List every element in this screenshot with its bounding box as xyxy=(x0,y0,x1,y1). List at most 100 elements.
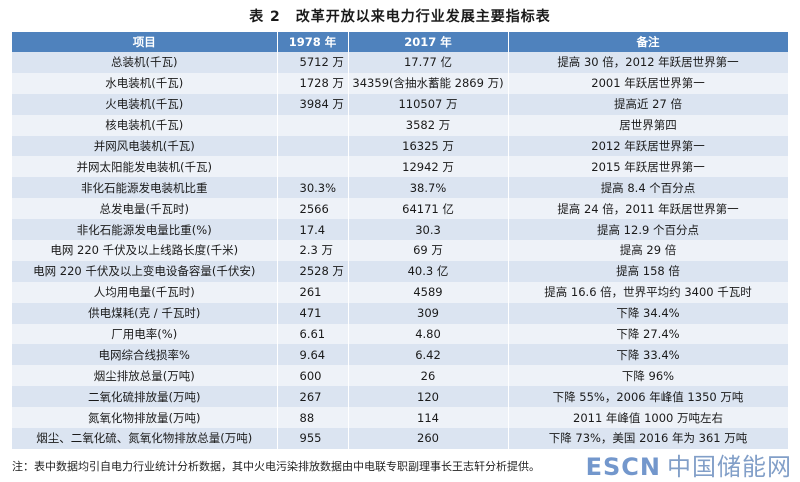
cell-y2017: 12942 万 xyxy=(348,156,509,178)
watermark-brand: ESCN xyxy=(585,453,661,481)
cell-y1978: 30.3% xyxy=(277,177,349,199)
watermark-cn: 中国储能网 xyxy=(667,453,792,481)
cell-y2017: 4589 xyxy=(348,281,509,303)
cell-y1978: 9.64 xyxy=(277,344,349,366)
cell-y1978: 267 xyxy=(277,386,349,408)
cell-y2017: 114 xyxy=(348,407,509,429)
cell-remark: 下降 33.4% xyxy=(508,344,789,366)
cell-y2017: 6.42 xyxy=(348,344,509,366)
cell-item: 核电装机(千瓦) xyxy=(12,114,278,136)
table-row: 总装机(千瓦) 5712 万 17.77 亿提高 30 倍，2012 年跃居世界第一 xyxy=(12,52,789,73)
cell-y1978: 261 xyxy=(277,281,349,303)
cell-y1978: 600 xyxy=(277,365,349,387)
cell-y2017: 38.7% xyxy=(348,177,509,199)
cell-y2017: 69 万 xyxy=(348,240,509,261)
cell-remark: 下降 34.4% xyxy=(508,302,789,324)
cell-y1978 xyxy=(277,135,349,157)
cell-item: 供电煤耗(克 / 千瓦时) xyxy=(12,302,278,324)
cell-remark: 下降 55%，2006 年峰值 1350 万吨 xyxy=(508,386,789,408)
cell-y1978 xyxy=(277,156,349,178)
cell-remark: 下降 96% xyxy=(508,365,789,387)
cell-y2017: 120 xyxy=(348,386,509,408)
cell-item: 厂用电率(%) xyxy=(12,323,278,345)
table-title: 表 2 改革开放以来电力行业发展主要指标表 xyxy=(249,9,551,25)
header-1978: 1978 年 xyxy=(277,32,349,52)
table-header-row: 项目 1978 年 2017 年 备注 xyxy=(12,32,789,52)
cell-item: 并网太阳能发电装机(千瓦) xyxy=(12,156,278,178)
indicator-table: 项目 1978 年 2017 年 备注 总装机(千瓦) 5712 万 17.77 亿… xyxy=(12,32,789,449)
table-row: 总发电量(千瓦时) 2566 64171 亿提高 24 倍，2011 年跃居世界第一 xyxy=(12,198,789,220)
cell-y1978: 17.4 xyxy=(277,219,349,241)
cell-remark: 提高 8.4 个百分点 xyxy=(508,177,789,199)
cell-item: 电网 220 千伏及以上线路长度(千米) xyxy=(12,240,278,261)
cell-y1978: 3984 万 xyxy=(277,93,349,115)
table-row: 电网 220 千伏及以上线路长度(千米) 2.3 万 69 万提高 29 倍 xyxy=(12,240,789,261)
header-item: 项目 xyxy=(12,32,278,52)
cell-item: 火电装机(千瓦) xyxy=(12,93,278,115)
table-row: 电网综合线损率% 9.64 6.42 下降 33.4% xyxy=(12,344,789,366)
cell-remark: 提高 12.9 个百分点 xyxy=(508,219,789,241)
table-row: 火电装机(千瓦) 3984 万 110507 万提高近 27 倍 xyxy=(12,93,789,115)
cell-item: 电网综合线损率% xyxy=(12,344,278,366)
table-row: 并网风电装机(千瓦) 16325 万 2012 年跃居世界第一 xyxy=(12,135,789,157)
watermark-logo: ESCN 中国储能网 xyxy=(586,447,792,482)
cell-item: 并网风电装机(千瓦) xyxy=(12,135,278,157)
cell-y2017: 16325 万 xyxy=(348,135,509,157)
table-row: 人均用电量(千瓦时) 261 4589 提高 16.6 倍，世界平均约 3400 千瓦… xyxy=(12,281,789,303)
cell-remark: 提高 29 倍 xyxy=(508,240,789,261)
cell-remark: 2011 年峰值 1000 万吨左右 xyxy=(508,407,789,429)
cell-remark: 提高 158 倍 xyxy=(508,260,789,282)
cell-remark: 提高 30 倍，2012 年跃居世界第一 xyxy=(508,52,789,73)
footnote: 注：表中数据均引自电力行业统计分析数据，其中火电污染排放数据由中电联专职副理事长… xyxy=(12,460,540,473)
cell-remark: 提高 16.6 倍，世界平均约 3400 千瓦时 xyxy=(508,281,789,303)
cell-y1978: 2.3 万 xyxy=(277,240,349,261)
cell-y1978: 2528 万 xyxy=(277,260,349,282)
cell-remark: 下降 27.4% xyxy=(508,323,789,345)
cell-remark: 居世界第四 xyxy=(508,114,789,136)
cell-y1978: 1728 万 xyxy=(277,72,349,94)
table-row: 非化石能源发电量比重(%) 17.4 30.3 提高 12.9 个百分点 xyxy=(12,219,789,241)
cell-item: 非化石能源发电量比重(%) xyxy=(12,219,278,241)
cell-y1978 xyxy=(277,114,349,136)
header-remark: 备注 xyxy=(508,32,789,52)
cell-item: 烟尘排放总量(万吨) xyxy=(12,365,278,387)
cell-remark: 提高 24 倍，2011 年跃居世界第一 xyxy=(508,198,789,220)
cell-remark: 提高近 27 倍 xyxy=(508,93,789,115)
cell-y1978: 88 xyxy=(277,407,349,429)
table-row: 烟尘排放总量(万吨) 600 26 下降 96% xyxy=(12,365,789,387)
table-row: 二氧化硫排放量(万吨) 267 120 下降 55%，2006 年峰值 1350 万吨 xyxy=(12,386,789,408)
cell-y2017: 30.3 xyxy=(348,219,509,241)
cell-remark: 下降 73%，美国 2016 年为 361 万吨 xyxy=(508,428,789,449)
cell-item: 烟尘、二氧化硫、氮氧化物排放总量(万吨) xyxy=(12,428,278,449)
cell-item: 人均用电量(千瓦时) xyxy=(12,281,278,303)
cell-item: 总装机(千瓦) xyxy=(12,52,278,73)
table-row: 供电煤耗(克 / 千瓦时) 471 309 下降 34.4% xyxy=(12,302,789,324)
table-row: 烟尘、二氧化硫、氮氧化物排放总量(万吨) 955 260 下降 73%，美国 2016… xyxy=(12,428,789,449)
cell-y1978: 6.61 xyxy=(277,323,349,345)
cell-remark: 2015 年跃居世界第一 xyxy=(508,156,789,178)
cell-item: 电网 220 千伏及以上变电设备容量(千伏安) xyxy=(12,260,278,282)
cell-y1978: 955 xyxy=(277,428,349,449)
cell-item: 总发电量(千瓦时) xyxy=(12,198,278,220)
cell-y2017: 64171 亿 xyxy=(348,198,509,220)
header-2017: 2017 年 xyxy=(348,32,509,52)
cell-remark: 2001 年跃居世界第一 xyxy=(508,72,789,94)
table-row: 电网 220 千伏及以上变电设备容量(千伏安) 2528 万 40.3 亿提高 15… xyxy=(12,260,789,282)
cell-item: 二氧化硫排放量(万吨) xyxy=(12,386,278,408)
cell-y2017: 26 xyxy=(348,365,509,387)
table-row: 水电装机(千瓦) 1728 万 34359(含抽水蓄能 2869 万) 2001 年跃… xyxy=(12,72,789,94)
cell-y1978: 5712 万 xyxy=(277,52,349,73)
cell-y1978: 2566 xyxy=(277,198,349,220)
cell-y1978: 471 xyxy=(277,302,349,324)
table-row: 核电装机(千瓦) 3582 万居世界第四 xyxy=(12,114,789,136)
cell-y2017: 40.3 亿 xyxy=(348,260,509,282)
cell-item: 氮氧化物排放量(万吨) xyxy=(12,407,278,429)
cell-y2017: 3582 万 xyxy=(348,114,509,136)
table-row: 并网太阳能发电装机(千瓦) 12942 万 2015 年跃居世界第一 xyxy=(12,156,789,178)
cell-y2017: 110507 万 xyxy=(348,93,509,115)
table-row: 氮氧化物排放量(万吨) 88 114 2011 年峰值 1000 万吨左右 xyxy=(12,407,789,429)
cell-item: 水电装机(千瓦) xyxy=(12,72,278,94)
table-row: 厂用电率(%) 6.61 4.80 下降 27.4% xyxy=(12,323,789,345)
cell-y2017: 34359(含抽水蓄能 2869 万) xyxy=(348,72,509,94)
cell-y2017: 309 xyxy=(348,302,509,324)
